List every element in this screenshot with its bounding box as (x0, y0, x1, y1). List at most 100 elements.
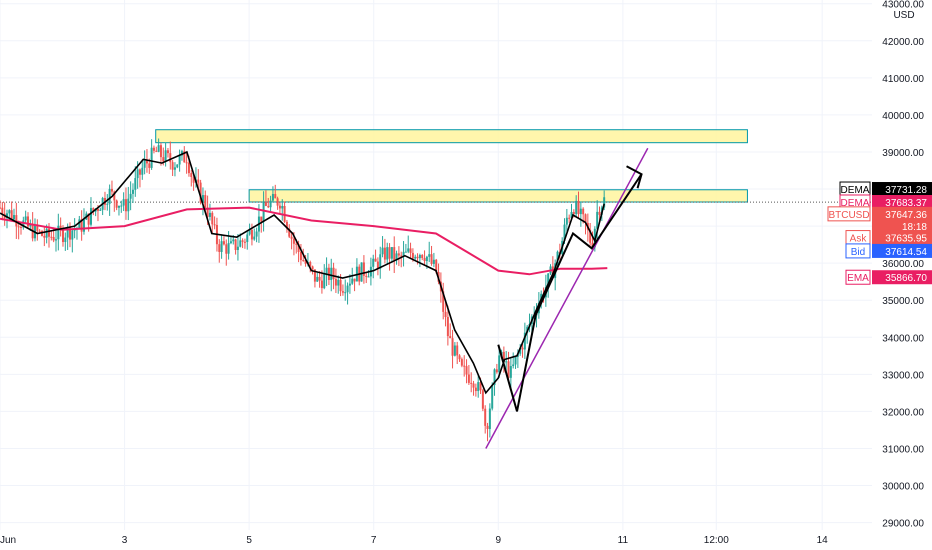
candle-body (225, 244, 228, 254)
resistance-zone[interactable] (248, 189, 748, 203)
candle-body (141, 167, 144, 175)
candle-body (486, 425, 489, 429)
countdown-timer: 18:18 (902, 222, 927, 233)
candle-body (115, 200, 118, 208)
candle-body (465, 366, 468, 375)
x-tick-label: 5 (246, 535, 252, 546)
candle-body (5, 213, 8, 219)
candle-body (467, 374, 470, 383)
y-tick-label: 35000.00 (882, 296, 924, 307)
candle-body (64, 237, 67, 243)
candle-body (96, 208, 99, 211)
candle-body (106, 203, 109, 205)
candle-body (1, 207, 4, 214)
candle-body (127, 198, 130, 212)
candle-body (66, 226, 69, 238)
candle-body (68, 226, 71, 240)
candle-body (183, 151, 186, 163)
candle-body (479, 382, 482, 391)
candle-body (136, 169, 139, 179)
candle-body (458, 355, 461, 360)
price-tag-label: BTCUSD (828, 210, 869, 221)
candle-body (38, 230, 41, 232)
price-tag-value: 37683.37 (885, 198, 927, 209)
candle-body (598, 211, 601, 215)
candle-body (470, 382, 473, 384)
candle-body (353, 278, 356, 282)
candle-body (367, 276, 370, 278)
candle-body (456, 345, 459, 356)
candle-body (285, 221, 288, 229)
candle-body (47, 228, 50, 237)
candle-body (274, 194, 277, 199)
candle-body (131, 189, 134, 194)
candle-body (502, 351, 505, 363)
candle-body (304, 260, 307, 264)
candle-body (332, 267, 335, 279)
resistance-zone[interactable] (155, 129, 748, 144)
candle-body (78, 219, 81, 229)
candle-body (404, 251, 407, 253)
candle-body (234, 239, 237, 251)
candle-body (523, 332, 526, 350)
candle-body (110, 188, 113, 192)
candle-body (269, 200, 272, 208)
candle-body (325, 267, 328, 275)
candle-body (155, 150, 158, 152)
y-tick-label: 31000.00 (882, 444, 924, 455)
candle-body (505, 361, 508, 363)
candle-body (556, 251, 559, 264)
candle-body (271, 194, 274, 201)
candle-body (444, 311, 447, 318)
price-tag-value: 37635.95 (885, 234, 927, 245)
time-axis[interactable]: Jun 3 5 7 9 11 12:00 14 (0, 530, 872, 550)
candle-body (320, 280, 323, 289)
candle-body (362, 262, 365, 276)
candle-body (255, 231, 258, 237)
price-tag-value: 37647.36 (885, 210, 927, 221)
candle-body (472, 383, 475, 388)
candle-body (29, 224, 32, 227)
candle-body (453, 345, 456, 356)
candle-body (337, 279, 340, 286)
price-tag-label-box (845, 269, 871, 285)
candle-body (409, 248, 412, 253)
x-tick-label: 14 (817, 535, 829, 546)
candle-body (173, 167, 176, 170)
candle-body (150, 147, 153, 168)
x-tick-label: Jun (0, 535, 16, 546)
candle-body (278, 205, 281, 209)
candle-body (579, 208, 582, 215)
candle-body (43, 235, 46, 238)
candle-body (57, 225, 60, 240)
candle-body (311, 266, 314, 270)
price-tag-label: Ask (850, 234, 868, 245)
candle-body (495, 369, 498, 373)
candle-body (313, 269, 316, 282)
candle-body (218, 244, 221, 252)
candle-body (603, 197, 606, 208)
dema-line (0, 150, 605, 395)
candle-body (446, 317, 449, 337)
y-tick-label: 36000.00 (882, 259, 924, 270)
candle-body (383, 247, 386, 260)
candle-body (229, 241, 232, 244)
candle-body (519, 347, 522, 354)
y-tick-label: 32000.00 (882, 407, 924, 418)
candle-body (411, 252, 414, 259)
candle-body (582, 208, 585, 215)
projection-arrow[interactable] (497, 173, 643, 412)
price-tag-value: 35866.70 (885, 273, 927, 284)
candle-body (162, 157, 165, 162)
candle-body (376, 261, 379, 269)
candle-body (260, 216, 263, 222)
candle-body (227, 243, 230, 254)
candle-body (442, 291, 445, 312)
resistance-zones[interactable] (155, 129, 748, 203)
candle-body (50, 236, 53, 238)
candle-body (432, 259, 435, 264)
currency-label: USD (893, 10, 914, 21)
candle-body (299, 251, 302, 261)
candle-body (451, 338, 454, 356)
